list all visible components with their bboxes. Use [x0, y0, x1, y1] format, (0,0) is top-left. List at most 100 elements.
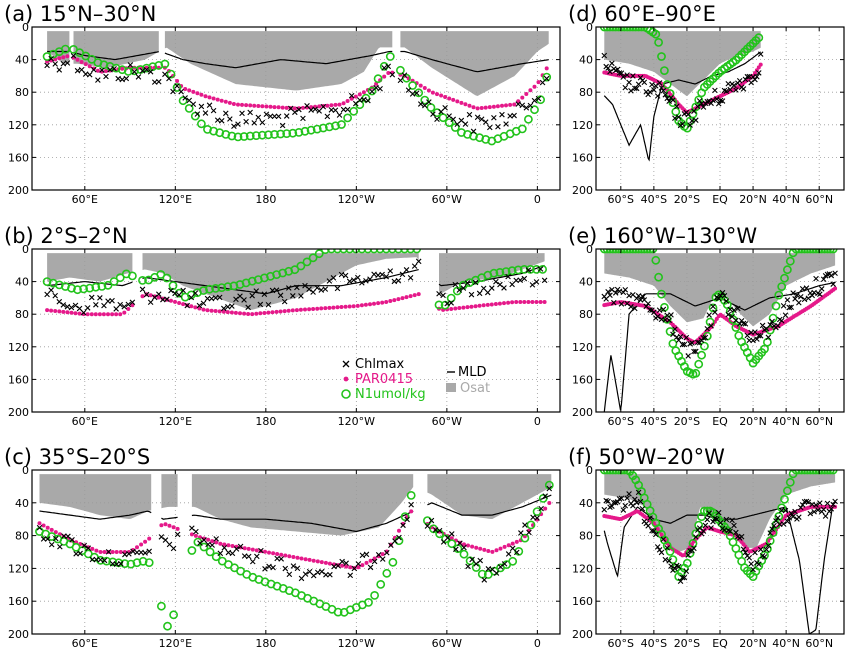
chlmax-point: [202, 110, 209, 116]
chlmax-point: [170, 88, 176, 95]
par-point: [101, 312, 106, 317]
n1-point: [312, 124, 322, 134]
n1-point: [532, 507, 542, 516]
chlmax-point: [736, 77, 743, 84]
par-point: [483, 105, 488, 110]
n1-point: [318, 123, 328, 133]
par-point: [348, 565, 353, 570]
par-point: [106, 312, 110, 317]
par-point: [510, 300, 515, 305]
n1-point: [91, 282, 101, 292]
par-point: [439, 93, 444, 98]
chlmax-point: [546, 485, 553, 492]
n1-point: [634, 27, 643, 32]
n1-point: [345, 249, 355, 254]
chlmax-point: [647, 89, 653, 95]
par-point: [203, 94, 208, 99]
chlmax-point: [247, 109, 253, 116]
chlmax-point: [652, 531, 659, 538]
chlmax-point: [44, 62, 50, 69]
mld-line: [603, 505, 836, 634]
n1-point: [406, 249, 415, 254]
chlmax-point: [712, 87, 718, 94]
chlmax-point: [491, 114, 497, 121]
chlmax-point: [620, 507, 627, 513]
y-tick-label: 40: [579, 497, 593, 510]
par-point: [223, 99, 228, 104]
n1-point: [700, 341, 709, 351]
par-point: [518, 300, 523, 304]
par-point: [309, 105, 314, 110]
n1-point: [657, 289, 666, 299]
par-point: [244, 103, 249, 108]
chlmax-point: [677, 333, 684, 340]
n1-point: [412, 249, 422, 254]
par-point: [384, 300, 389, 304]
chlmax-point: [658, 85, 665, 91]
mld-line: [39, 510, 152, 520]
par-point: [355, 303, 360, 308]
par-point: [522, 300, 527, 304]
mld-line: [73, 51, 159, 61]
n1-point: [394, 249, 403, 254]
chlmax-point: [480, 285, 487, 292]
y-tick-label: 80: [15, 86, 29, 99]
par-point: [412, 293, 417, 298]
chlmax-point: [278, 556, 284, 562]
n1-point: [154, 61, 164, 70]
chlmax-point: [93, 302, 99, 308]
chlmax-point: [744, 332, 751, 339]
n1-point: [205, 284, 214, 294]
y-tick-label: 0: [22, 464, 29, 477]
par-point: [93, 312, 98, 317]
chlmax-point: [283, 113, 290, 119]
chlmax-point: [515, 101, 522, 107]
chlmax-point: [88, 294, 95, 301]
n1-point: [513, 265, 523, 275]
chlmax-point: [275, 113, 282, 120]
chlmax-point: [679, 341, 686, 348]
x-tick-label: 40°S: [641, 415, 667, 428]
chlmax-point: [715, 295, 722, 302]
n1-point: [97, 281, 107, 291]
n1-point: [619, 27, 629, 32]
chlmax-point: [400, 522, 406, 529]
n1-point: [823, 249, 832, 254]
n1-point: [828, 470, 838, 475]
par-point: [317, 104, 322, 109]
chlmax-point: [174, 83, 180, 89]
chlmax-point: [371, 558, 378, 565]
n1-point: [617, 249, 626, 254]
par-point: [75, 57, 80, 62]
chlmax-point: [395, 277, 402, 284]
n1-point: [794, 470, 804, 475]
chlmax-point: [639, 505, 646, 512]
chlmax-point: [813, 502, 819, 508]
n1-point: [700, 506, 709, 516]
chlmax-point: [151, 294, 158, 301]
x-tick-label: 120°W: [338, 193, 375, 206]
chlmax-point: [253, 288, 260, 294]
n1-point: [637, 27, 646, 32]
chlmax-point: [438, 108, 444, 115]
n1-point: [463, 129, 472, 139]
par-point: [61, 309, 66, 314]
par-point: [534, 300, 539, 304]
par-point: [327, 561, 332, 566]
par-point: [512, 102, 517, 107]
n1-point: [302, 257, 312, 267]
chlmax-point: [210, 107, 217, 114]
par-point: [279, 552, 284, 557]
n1-point: [794, 249, 804, 254]
y-tick-label: 80: [579, 86, 593, 99]
chlmax-point: [262, 566, 268, 572]
chlmax-point: [527, 102, 534, 109]
chlmax-point: [622, 502, 629, 509]
x-tick-label: 60°W: [432, 193, 462, 206]
chlmax-point: [204, 295, 211, 302]
n1-point: [408, 81, 417, 90]
chlmax-point: [708, 525, 714, 531]
plot-frame: [31, 248, 561, 413]
n1-point: [166, 69, 176, 79]
